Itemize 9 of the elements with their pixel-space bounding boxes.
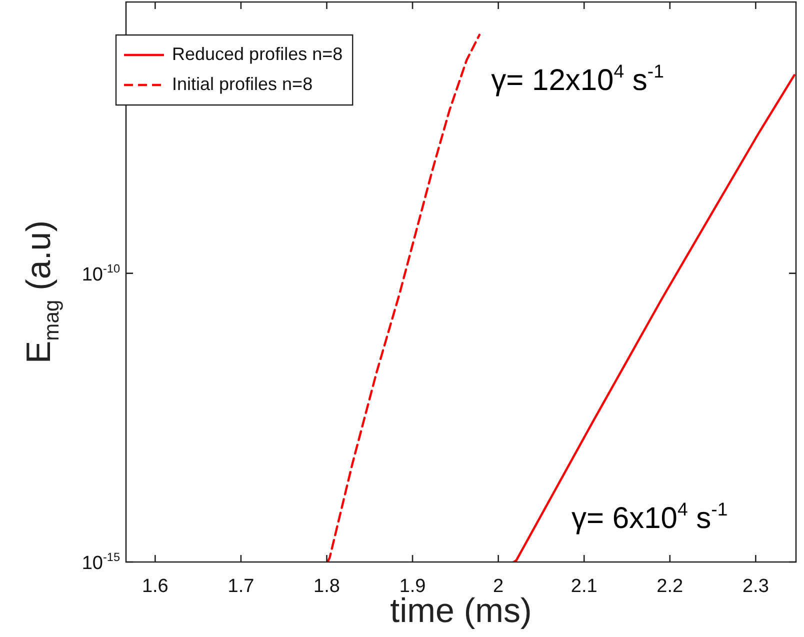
legend-label: Reduced profiles n=8 [172, 44, 343, 64]
x-tick-label: 1.7 [228, 576, 254, 597]
x-tick-label: 1.6 [142, 576, 168, 597]
legend-label: Initial profiles n=8 [172, 74, 313, 94]
y-axis-title: Emag (a.u) [20, 220, 64, 364]
x-tick-label: 1.8 [314, 576, 340, 597]
x-tick-label: 2.1 [570, 576, 598, 597]
x-tick-label: 2.2 [656, 576, 684, 597]
x-tick-label: 2.3 [742, 576, 769, 597]
